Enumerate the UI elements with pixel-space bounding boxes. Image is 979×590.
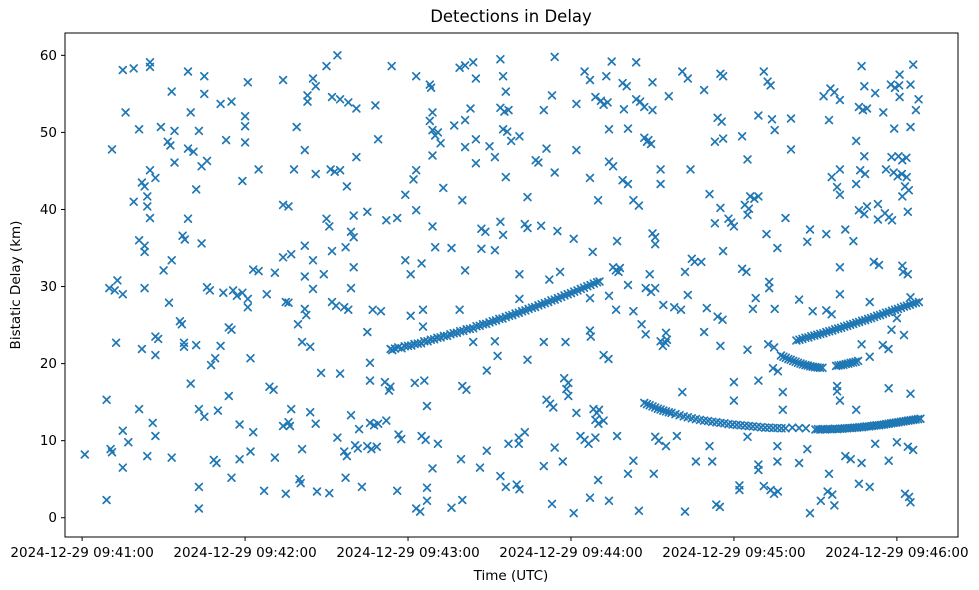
x-axis-ticks: 2024-12-29 09:41:00 2024-12-29 09:42:00 20… bbox=[10, 537, 969, 561]
y-tick-label: 10 bbox=[40, 433, 57, 449]
x-axis-label: Time (UTC) bbox=[473, 568, 549, 584]
series-track-c-rising bbox=[792, 297, 924, 345]
y-axis-ticks: 0 10 20 30 40 50 60 bbox=[40, 48, 65, 526]
x-tick-label: 2024-12-29 09:44:00 bbox=[499, 545, 642, 561]
y-tick-label: 60 bbox=[40, 48, 57, 64]
y-tick-label: 0 bbox=[48, 510, 57, 526]
x-tick-label: 2024-12-29 09:45:00 bbox=[662, 545, 805, 561]
x-tick-label: 2024-12-29 09:43:00 bbox=[336, 545, 479, 561]
x-tick-label: 2024-12-29 09:46:00 bbox=[825, 545, 968, 561]
chart-title: Detections in Delay bbox=[430, 7, 592, 26]
scatter-points bbox=[80, 51, 925, 518]
y-tick-label: 50 bbox=[40, 125, 57, 141]
plot-area bbox=[64, 32, 959, 538]
series-track-c-dip bbox=[776, 351, 863, 373]
x-tick-label: 2024-12-29 09:41:00 bbox=[10, 545, 153, 561]
y-tick-label: 30 bbox=[40, 279, 57, 295]
series-track-a-rising bbox=[386, 277, 604, 355]
series-track-b-flat-rising bbox=[811, 414, 925, 434]
y-axis-label: Bistatic Delay (km) bbox=[8, 221, 24, 350]
series-track-b-descending bbox=[640, 398, 811, 433]
y-tick-label: 20 bbox=[40, 356, 57, 372]
series-clutter-detections bbox=[80, 51, 923, 518]
x-tick-label: 2024-12-29 09:42:00 bbox=[173, 545, 316, 561]
y-tick-label: 40 bbox=[40, 202, 57, 218]
